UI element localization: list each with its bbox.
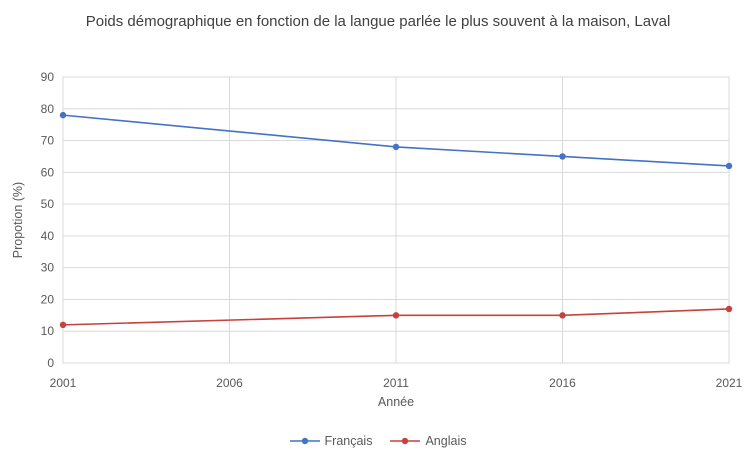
series-1-point (392, 312, 400, 319)
series-0-point (725, 162, 733, 170)
y-tick-label: 10 (41, 324, 55, 338)
x-tick-label: 2001 (50, 376, 77, 390)
y-tick-label: 40 (41, 229, 55, 243)
y-tick-label: 60 (41, 165, 55, 179)
legend-label: Français (324, 434, 373, 448)
series-1-line (62, 308, 730, 326)
legend-dot (402, 437, 409, 445)
chart-title: Poids démographique en fonction de la la… (85, 13, 671, 30)
legend-item-0: Français (289, 434, 373, 448)
legend-line-marker-icon (289, 437, 320, 445)
plot-border (62, 76, 730, 364)
y-tick-label: 20 (41, 292, 55, 306)
series-0-line (62, 114, 730, 167)
y-tick-label: 50 (41, 197, 55, 211)
tick-layer: 0 10 20 30 40 50 60 70 80 90 2001 2006 2011 2016 2021 (41, 70, 743, 390)
x-tick-label: 2016 (549, 376, 576, 390)
y-tick-label: 30 (41, 261, 55, 275)
series-1-point (59, 321, 67, 329)
legend-line-marker-icon (390, 437, 421, 445)
chart-legend: Français Anglais (0, 431, 756, 451)
x-tick-label: 2021 (716, 376, 743, 390)
legend-label: Anglais (425, 434, 467, 448)
x-tick-label: 2006 (216, 376, 243, 390)
y-axis-title: Propotion (%) (11, 182, 25, 258)
series-0-point (392, 143, 400, 151)
series-0-point (59, 111, 67, 119)
legend-dot (301, 437, 308, 445)
y-tick-label: 0 (47, 356, 54, 370)
grid-layer (62, 76, 730, 364)
legend-item-1: Anglais (390, 434, 466, 448)
series-1-point (559, 312, 566, 319)
series-1-point (725, 305, 733, 313)
x-axis-title: Année (378, 395, 414, 409)
y-tick-label: 90 (41, 70, 55, 84)
series-layer (59, 111, 733, 329)
y-tick-label: 80 (41, 102, 55, 116)
series-0-point (559, 153, 566, 160)
y-tick-label: 70 (41, 134, 55, 148)
x-tick-label: 2011 (383, 376, 409, 390)
